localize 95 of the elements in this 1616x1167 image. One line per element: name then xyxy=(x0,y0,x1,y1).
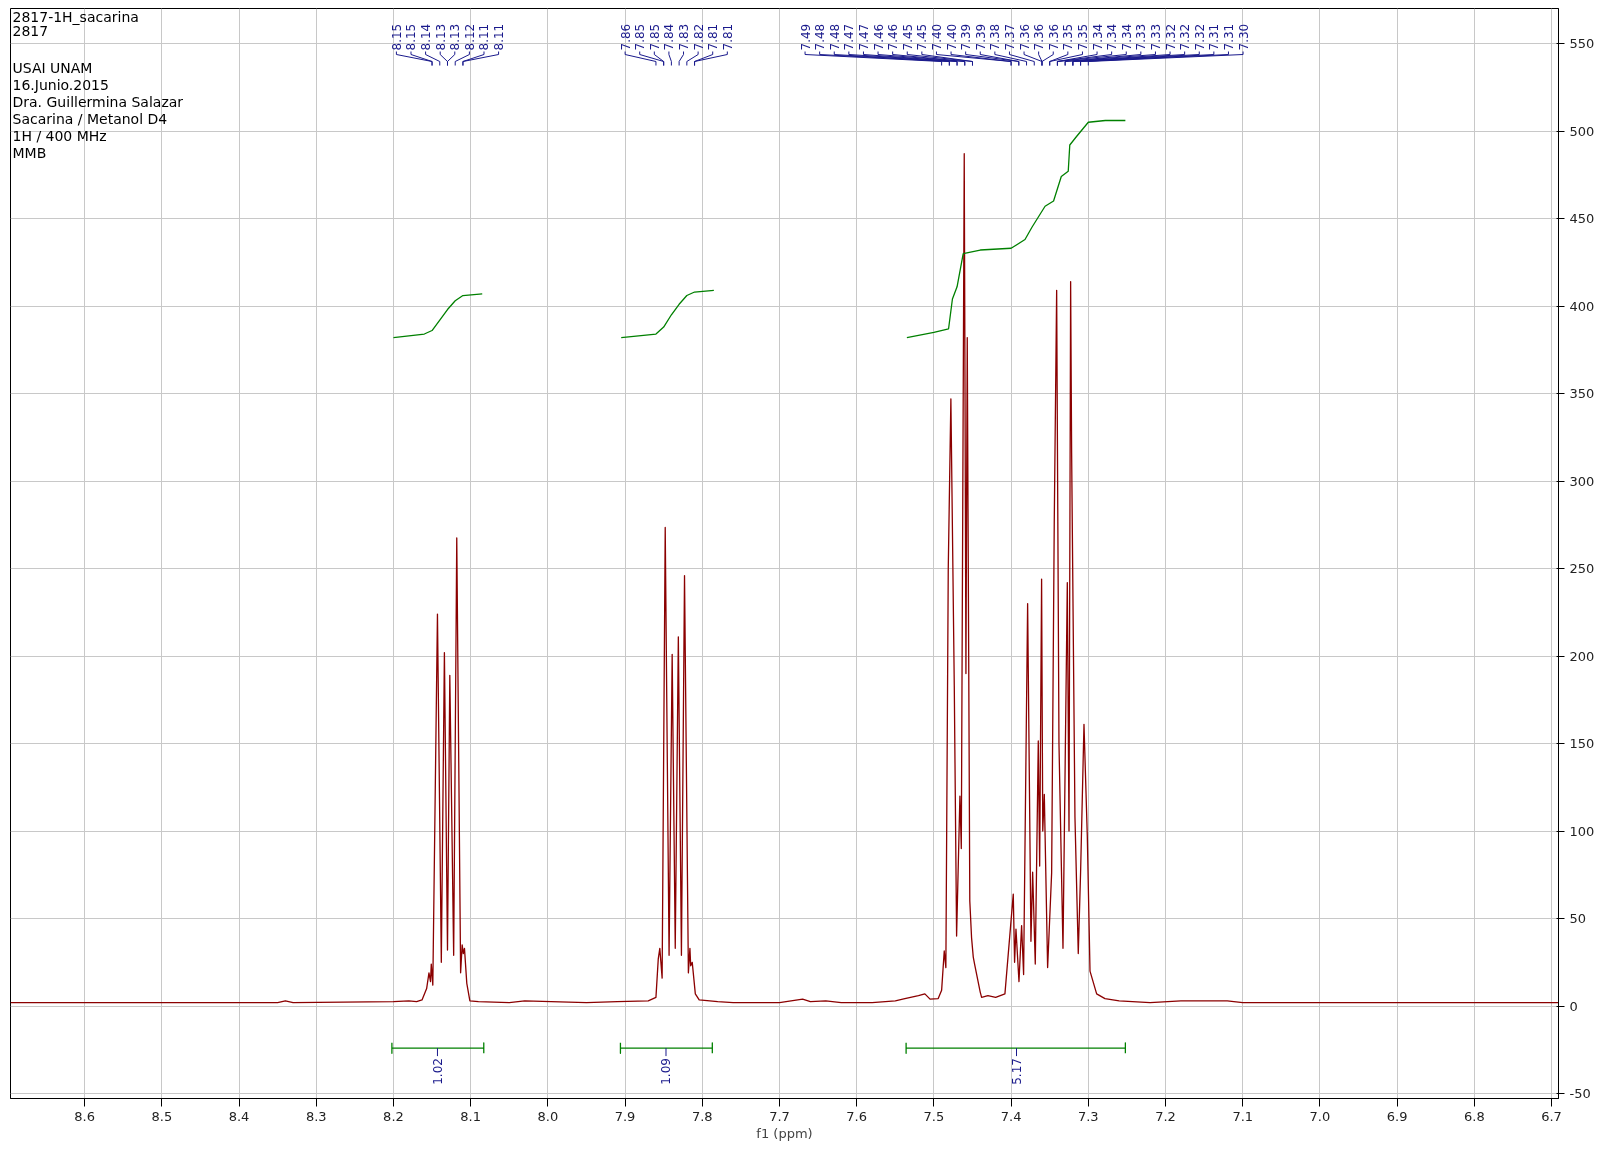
annotation: 8.13 xyxy=(433,23,448,51)
x-tick-label: 7.7 xyxy=(769,1108,790,1124)
annotation: 7.32 xyxy=(1163,23,1178,51)
y-tick-label: 0 xyxy=(1569,998,1578,1014)
x-axis-title: f1 (ppm) xyxy=(756,1125,813,1141)
chart-title: 2817-1H_sacarina xyxy=(12,8,139,25)
annotation: 7.36 xyxy=(1046,23,1061,51)
y-tick-label: 100 xyxy=(1569,823,1595,839)
annotation: 1H / 400 MHz xyxy=(12,127,107,144)
annotation: 7.40 xyxy=(944,23,959,51)
annotation: 7.49 xyxy=(798,23,813,51)
y-tick-label: 250 xyxy=(1569,561,1595,577)
annotation: 8.13 xyxy=(448,23,463,51)
x-tick-label: 7.3 xyxy=(1077,1108,1099,1124)
x-tick-label: 7.5 xyxy=(923,1108,945,1124)
x-tick-label: 8.3 xyxy=(305,1108,327,1124)
annotation: 7.32 xyxy=(1178,23,1193,51)
x-tick-label: 8.1 xyxy=(460,1108,481,1124)
annotation: 7.31 xyxy=(1207,23,1222,51)
annotation: 8.15 xyxy=(389,23,404,51)
x-tick-label: 6.7 xyxy=(1541,1108,1562,1124)
annotation: 7.31 xyxy=(1221,23,1236,51)
line-series xyxy=(906,119,1127,339)
annotation: 8.12 xyxy=(462,23,477,51)
y-tick-label: 50 xyxy=(1569,911,1587,927)
annotation: 7.85 xyxy=(647,23,662,51)
annotation: 7.85 xyxy=(633,23,648,51)
annotation: 7.36 xyxy=(1017,23,1032,51)
y-tick-label: -50 xyxy=(1569,1086,1591,1102)
annotation: 7.35 xyxy=(1075,23,1090,51)
annotation: Dra. Guillermina Salazar xyxy=(12,93,184,110)
x-tick-label: 7.8 xyxy=(691,1108,713,1124)
annotation: 7.82 xyxy=(691,23,706,51)
annotation: 7.33 xyxy=(1148,23,1163,51)
y-tick-label: 200 xyxy=(1569,648,1595,664)
annotation: 7.36 xyxy=(1032,23,1047,51)
x-tick-label: 8.6 xyxy=(74,1108,95,1124)
annotation: 7.34 xyxy=(1105,23,1120,51)
annotation: 7.34 xyxy=(1090,23,1105,51)
annotation: 7.32 xyxy=(1192,23,1207,51)
x-tick-label: 8.2 xyxy=(383,1108,404,1124)
annotation: 7.39 xyxy=(973,23,988,51)
annotation: 8.11 xyxy=(492,23,507,51)
y-tick-label: 550 xyxy=(1569,36,1595,51)
text: 2817 xyxy=(12,22,49,39)
annotation: 7.39 xyxy=(959,23,974,51)
annotation: 7.40 xyxy=(929,23,944,51)
annotation: 8.15 xyxy=(404,23,419,51)
annotation: 7.47 xyxy=(842,23,857,51)
annotation: 7.84 xyxy=(662,23,677,51)
y-tick-label: 350 xyxy=(1569,386,1595,402)
annotation: 16.Junio.2015 xyxy=(12,76,109,93)
annotation: 7.46 xyxy=(886,23,901,51)
annotation: 8.14 xyxy=(419,23,434,51)
annotation: 7.38 xyxy=(988,23,1003,51)
x-tick-label: 7.2 xyxy=(1155,1108,1176,1124)
y-tick-label: 300 xyxy=(1569,473,1595,489)
x-tick-label: 7.4 xyxy=(1000,1108,1022,1124)
y-tick-label: 500 xyxy=(1569,123,1595,139)
annotation: 7.48 xyxy=(813,23,828,51)
x-tick-label: 6.8 xyxy=(1464,1108,1485,1124)
annotation: 7.45 xyxy=(915,23,930,51)
y-tick-label: 150 xyxy=(1569,736,1595,752)
x-tick-label: 7.0 xyxy=(1309,1108,1331,1124)
annotation: 7.46 xyxy=(871,23,886,51)
annotation: Sacarina / Metanol D4 xyxy=(12,110,168,127)
annotation: 7.83 xyxy=(677,23,692,51)
annotation: 1.09 xyxy=(659,1058,674,1085)
annotation: 5.17 xyxy=(1010,1058,1025,1085)
line-series xyxy=(620,289,715,339)
annotation: 7.37 xyxy=(1002,23,1017,51)
x-tick-label: 8.5 xyxy=(151,1108,173,1124)
annotation: 7.48 xyxy=(827,23,842,51)
annotation: USAI UNAM xyxy=(12,59,93,76)
annotation: MMB xyxy=(12,144,47,161)
annotation: 7.30 xyxy=(1236,23,1251,51)
y-tick-label: 400 xyxy=(1569,298,1595,314)
y-tick-label: 450 xyxy=(1569,211,1595,227)
annotation: 7.81 xyxy=(706,23,721,51)
x-tick-label: 8.0 xyxy=(537,1108,559,1124)
annotation: 7.45 xyxy=(900,23,915,51)
annotation: 1.02 xyxy=(430,1058,445,1085)
annotation: 8.11 xyxy=(477,23,492,51)
annotation: 7.47 xyxy=(856,23,871,51)
x-tick-label: 6.9 xyxy=(1386,1108,1408,1124)
annotation: 7.35 xyxy=(1061,23,1076,51)
annotation: 7.33 xyxy=(1134,23,1149,51)
x-tick-label: 7.1 xyxy=(1232,1108,1254,1124)
annotation: 7.34 xyxy=(1119,23,1134,51)
x-tick-label: 7.6 xyxy=(846,1108,868,1124)
x-tick-label: 8.4 xyxy=(228,1108,250,1124)
x-tick-label: 7.9 xyxy=(614,1108,636,1124)
annotation: 7.81 xyxy=(720,23,735,51)
annotation: 7.86 xyxy=(618,23,633,51)
line-series xyxy=(392,293,483,339)
